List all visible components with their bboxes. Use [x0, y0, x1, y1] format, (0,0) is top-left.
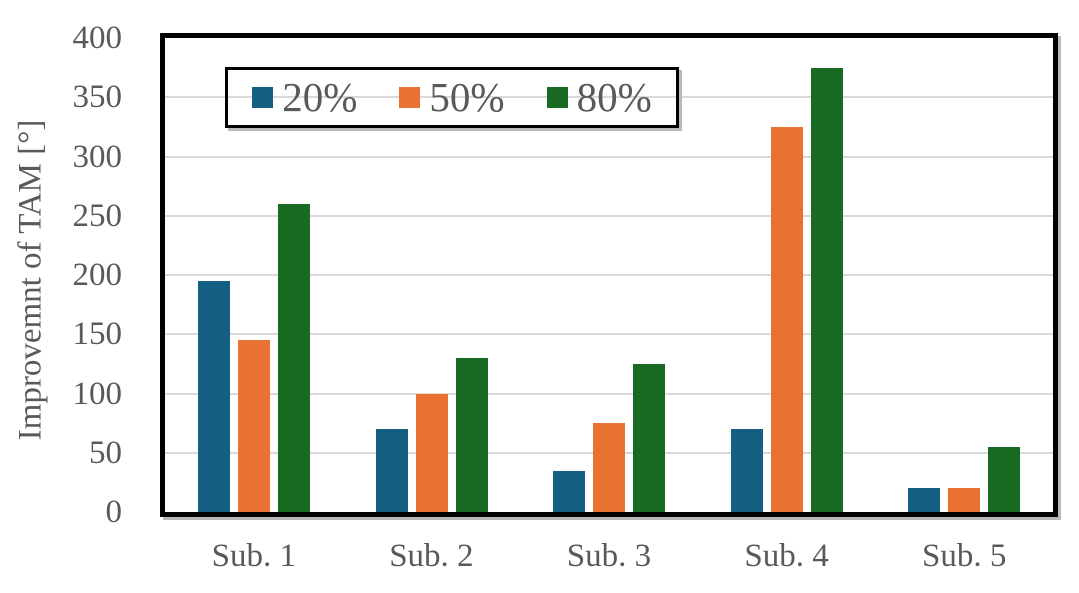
gridline	[165, 274, 1053, 276]
bar-sub2-20pct	[375, 429, 408, 512]
legend-item-80pct: 80%	[546, 74, 652, 120]
plot-area: 20% 50% 80%	[160, 33, 1058, 517]
bar-sub5-20pct	[908, 488, 941, 512]
x-tick-label: Sub. 5	[921, 538, 1007, 574]
x-tick-label: Sub. 1	[211, 538, 296, 574]
bar-sub5-50pct	[948, 488, 981, 512]
y-tick-label: 0	[105, 494, 123, 530]
legend-swatch-icon	[252, 87, 274, 108]
legend-swatch-icon	[546, 87, 568, 108]
bar-sub3-80pct	[633, 363, 666, 512]
legend-swatch-icon	[399, 87, 421, 108]
bar-sub4-80pct	[810, 67, 843, 512]
legend-label: 20%	[282, 74, 358, 120]
bar-sub4-50pct	[770, 126, 803, 512]
gridline	[165, 392, 1053, 395]
y-tick-label: 50	[89, 434, 122, 471]
y-tick-label: 350	[72, 79, 123, 116]
x-tick-label: Sub. 2	[389, 538, 474, 574]
legend-item-50pct: 50%	[399, 74, 505, 120]
bar-sub2-80pct	[455, 357, 488, 512]
legend-label: 50%	[429, 74, 505, 120]
y-tick-label: 200	[72, 257, 123, 293]
bar-sub5-80pct	[988, 446, 1021, 512]
legend-label: 80%	[576, 74, 652, 120]
x-tick-label: Sub. 4	[744, 538, 829, 574]
gridline	[165, 333, 1053, 336]
legend: 20% 50% 80%	[225, 67, 679, 128]
gridline	[165, 214, 1053, 217]
bar-sub1-80pct	[278, 203, 310, 512]
gridline	[165, 155, 1053, 158]
bar-sub1-50pct	[238, 340, 270, 512]
bar-sub4-20pct	[730, 429, 763, 512]
x-tick-label: Sub. 3	[566, 538, 652, 574]
legend-item-20pct: 20%	[252, 77, 357, 118]
x-axis-tick-labels: Sub. 1 Sub. 2 Sub. 3 Sub. 4 Sub. 5	[165, 536, 1053, 576]
bar-sub3-20pct	[553, 470, 586, 512]
bar-sub2-50pct	[415, 393, 448, 512]
y-tick-label: 100	[72, 375, 123, 412]
y-tick-label: 300	[72, 138, 123, 175]
bar-sub1-20pct	[198, 280, 230, 512]
y-tick-label: 400	[72, 20, 123, 56]
bar-sub3-50pct	[593, 423, 626, 512]
y-tick-label: 150	[72, 316, 123, 353]
y-tick-label: 250	[72, 197, 123, 234]
gridline	[165, 96, 1053, 99]
